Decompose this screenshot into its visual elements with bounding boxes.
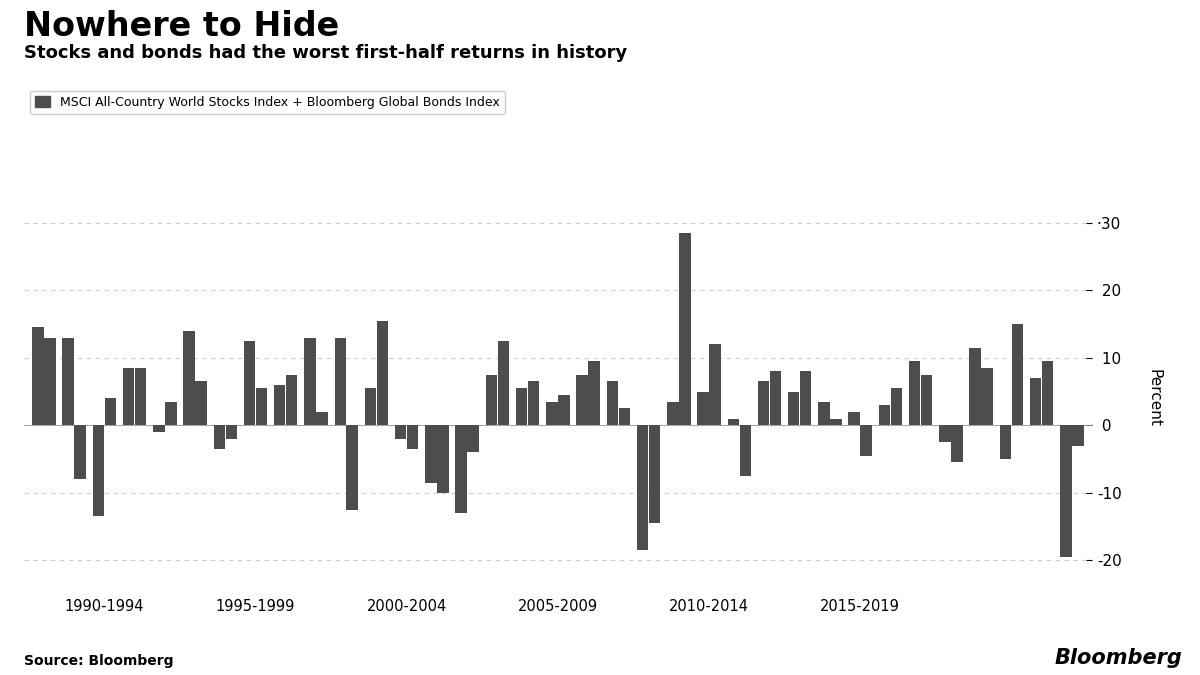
Bar <box>425 425 437 483</box>
Bar <box>528 381 539 425</box>
Bar <box>104 398 116 425</box>
Bar <box>1000 425 1012 459</box>
Legend: MSCI All-Country World Stocks Index + Bloomberg Global Bonds Index: MSCI All-Country World Stocks Index + Bl… <box>30 90 505 113</box>
Y-axis label: Percent: Percent <box>1147 369 1162 427</box>
Bar <box>1030 378 1042 425</box>
Bar <box>317 412 328 425</box>
Bar <box>244 341 256 425</box>
Bar <box>305 338 316 425</box>
Bar <box>860 425 872 456</box>
Bar <box>546 402 558 425</box>
Bar <box>908 361 920 425</box>
Bar <box>468 425 479 452</box>
Bar <box>739 425 751 476</box>
Bar <box>74 425 86 479</box>
Bar <box>649 425 660 523</box>
Bar <box>122 368 134 425</box>
Bar <box>830 418 841 425</box>
Bar <box>982 368 992 425</box>
Bar <box>607 381 618 425</box>
Bar <box>92 425 104 516</box>
Bar <box>44 338 55 425</box>
Bar <box>486 375 497 425</box>
Bar <box>709 344 721 425</box>
Bar <box>62 338 74 425</box>
Bar <box>576 375 588 425</box>
Bar <box>347 425 358 510</box>
Bar <box>407 425 419 449</box>
Bar <box>920 375 932 425</box>
Bar <box>878 405 890 425</box>
Bar <box>1060 425 1072 557</box>
Bar <box>196 381 206 425</box>
Bar <box>166 402 176 425</box>
Bar <box>286 375 298 425</box>
Bar <box>516 388 527 425</box>
Bar <box>456 425 467 513</box>
Bar <box>32 327 43 425</box>
Bar <box>558 395 570 425</box>
Bar <box>214 425 226 449</box>
Text: Nowhere to Hide: Nowhere to Hide <box>24 10 340 43</box>
Bar <box>667 402 678 425</box>
Bar <box>890 388 902 425</box>
Bar <box>184 331 194 425</box>
Bar <box>637 425 648 550</box>
Bar <box>940 425 950 442</box>
Bar <box>274 385 286 425</box>
Bar <box>1012 324 1024 425</box>
Bar <box>697 392 709 425</box>
Bar <box>588 361 600 425</box>
Bar <box>226 425 238 439</box>
Bar <box>1072 425 1084 446</box>
Text: Source: Bloomberg: Source: Bloomberg <box>24 654 174 668</box>
Bar <box>154 425 164 432</box>
Bar <box>335 338 346 425</box>
Bar <box>679 233 690 425</box>
Bar <box>395 425 407 439</box>
Bar <box>365 388 376 425</box>
Bar <box>952 425 962 462</box>
Bar <box>818 402 829 425</box>
Text: Stocks and bonds had the worst first-half returns in history: Stocks and bonds had the worst first-hal… <box>24 44 628 62</box>
Bar <box>619 408 630 425</box>
Bar <box>134 368 146 425</box>
Bar <box>970 348 980 425</box>
Bar <box>727 418 739 425</box>
Text: Bloomberg: Bloomberg <box>1054 648 1182 668</box>
Bar <box>848 412 860 425</box>
Bar <box>498 341 509 425</box>
Bar <box>800 371 811 425</box>
Bar <box>757 381 769 425</box>
Bar <box>769 371 781 425</box>
Bar <box>1042 361 1054 425</box>
Bar <box>256 388 268 425</box>
Bar <box>437 425 449 493</box>
Bar <box>377 321 388 425</box>
Bar <box>788 392 799 425</box>
